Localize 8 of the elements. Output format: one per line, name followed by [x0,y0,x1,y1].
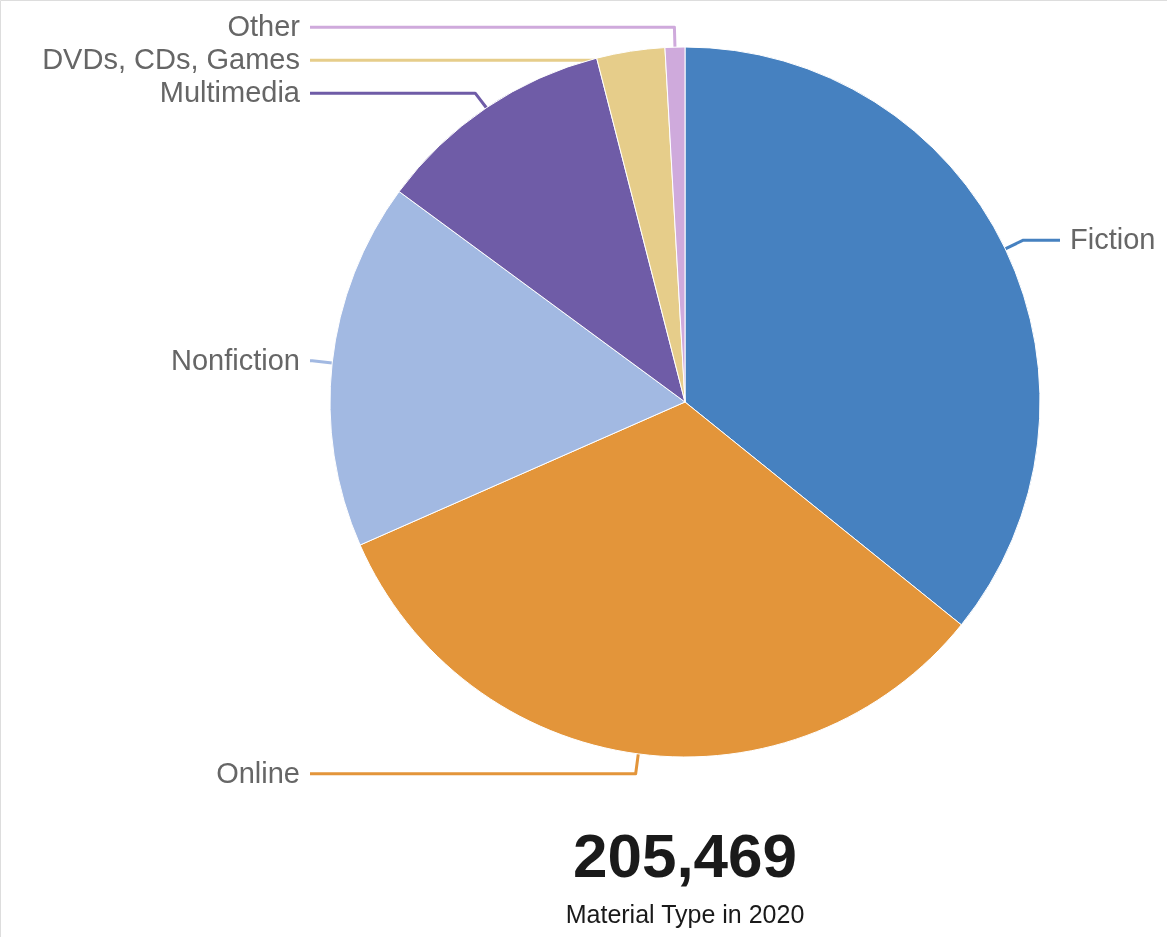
slice-label: Online [216,756,300,789]
slice-label: DVDs, CDs, Games [42,43,300,76]
slice-label: Multimedia [159,76,301,109]
slice-label: Fiction [1070,223,1156,256]
text: Material Type in 2020 [565,900,805,928]
slice-label: Nonfiction [171,343,300,376]
slice-label: Other [227,10,301,43]
text: 205,469 [572,821,798,890]
